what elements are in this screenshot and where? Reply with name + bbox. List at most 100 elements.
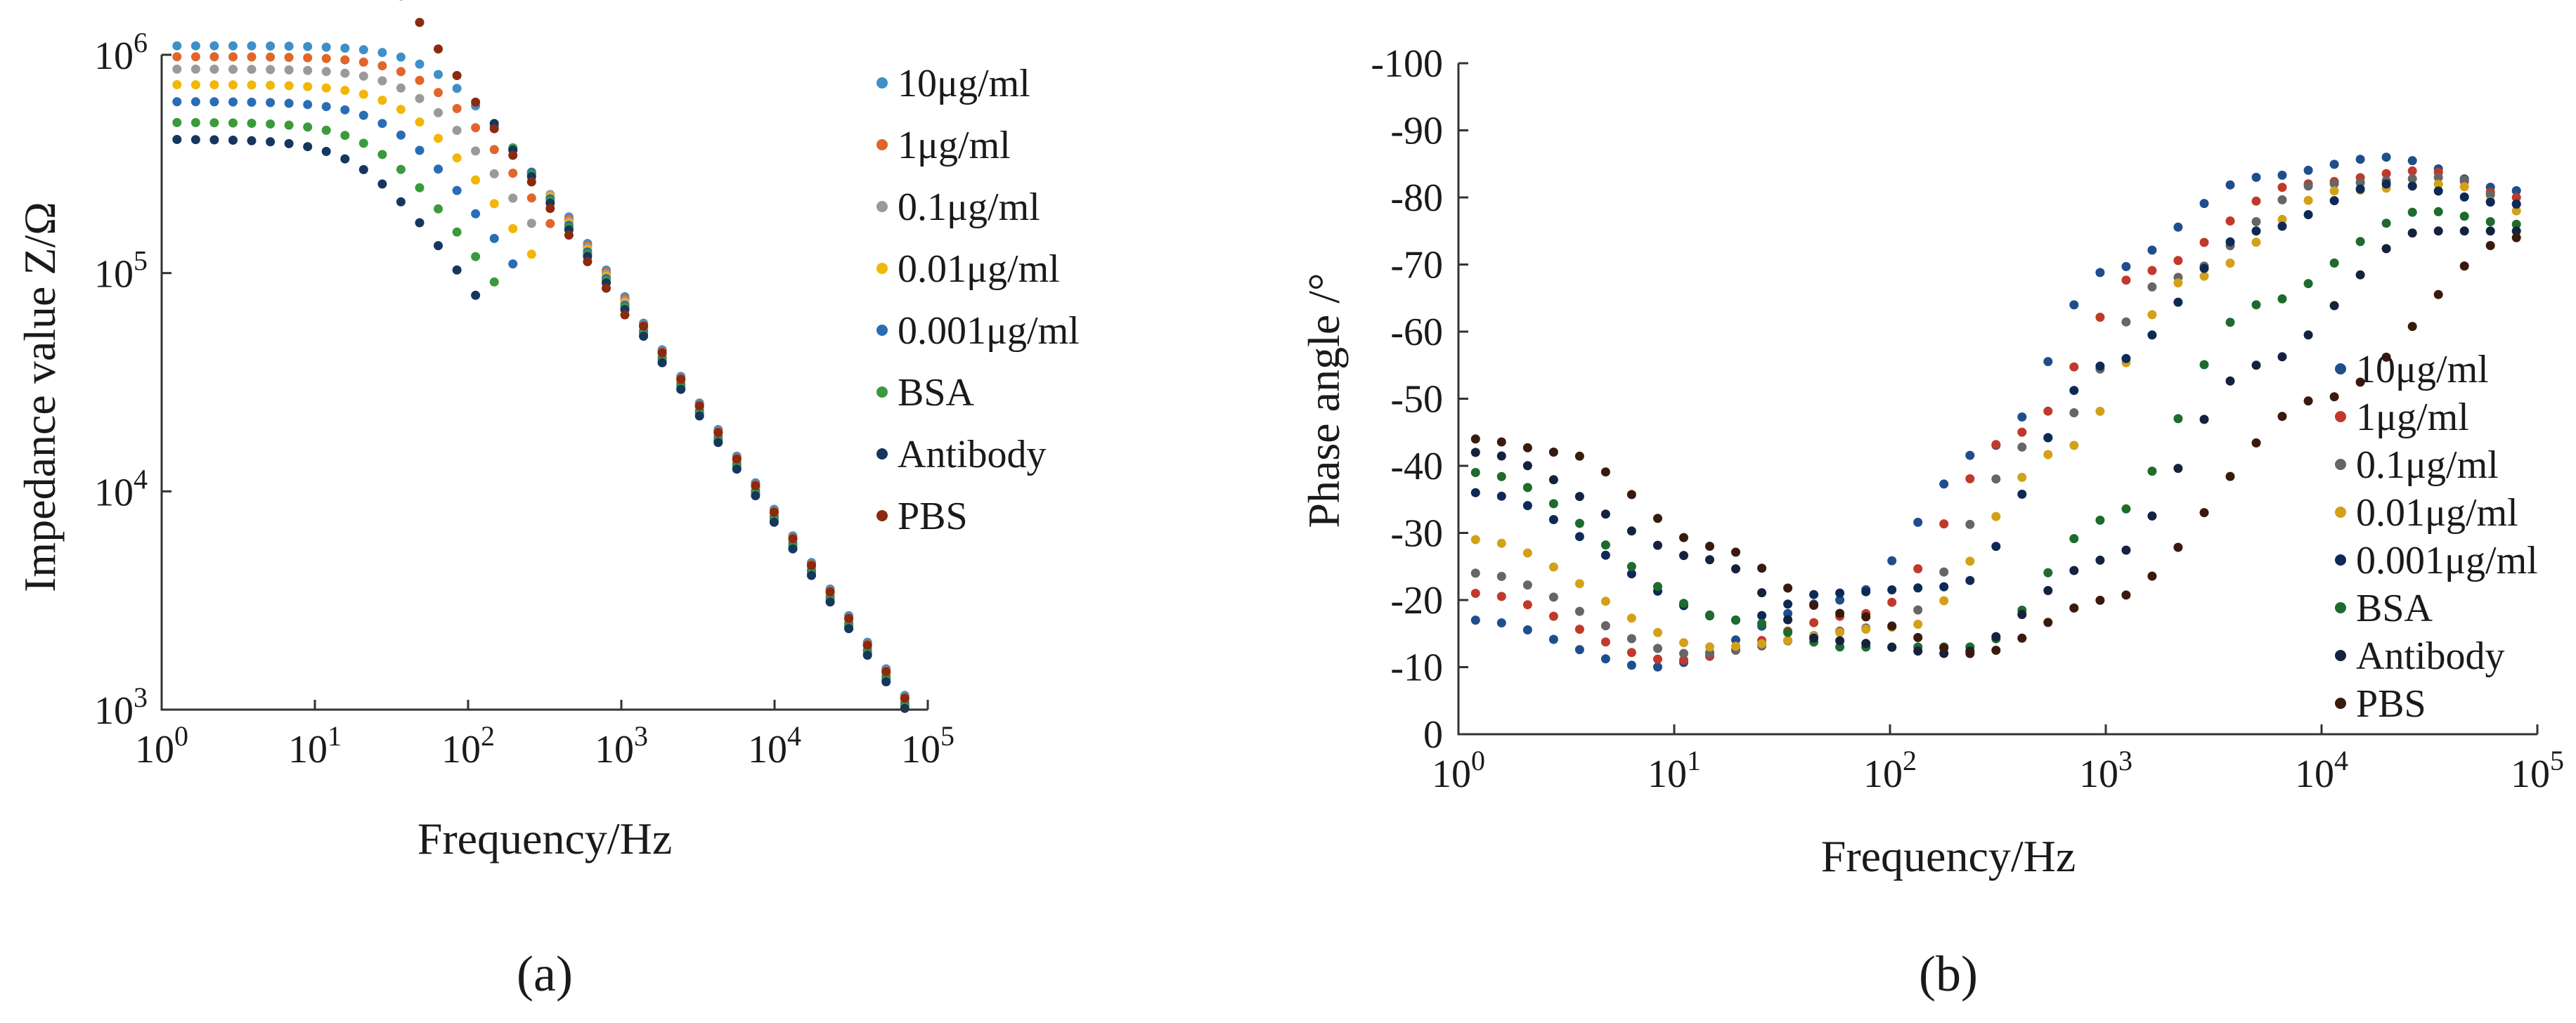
panel-b-point [1705, 542, 1714, 551]
panel-b-point [1600, 509, 1610, 519]
panel-a-point [209, 41, 219, 51]
panel-b-point [2199, 263, 2209, 273]
panel-b-ylabel: Phase angle /° [1299, 273, 1349, 528]
panel-b-point [2459, 261, 2469, 271]
panel-b-point [1653, 582, 1662, 592]
panel-a-point [399, 0, 403, 1]
panel-a-point [284, 138, 294, 148]
panel-b-point [1991, 542, 2001, 552]
panel-b-point [1965, 649, 1975, 658]
panel-b-point [1548, 611, 1558, 621]
panel-b-point [1705, 555, 1714, 565]
panel-a-point [377, 179, 387, 189]
panel-a-point [639, 332, 649, 341]
panel-b-point [2199, 360, 2209, 370]
panel-b-point [2173, 256, 2183, 266]
panel-b-point [2017, 442, 2027, 452]
panel-b-y-tick-label: -70 [1390, 244, 1443, 287]
panel-a-legend-label: 0.001μg/ml [898, 309, 1080, 353]
panel-b-point [1600, 654, 1610, 664]
panel-b-point [1496, 471, 1506, 481]
panel-a-point [452, 84, 462, 93]
panel-b-point [1496, 491, 1506, 501]
panel-b-point [2329, 186, 2339, 196]
panel-a-point [825, 597, 835, 607]
panel-b-point [2329, 179, 2339, 189]
panel-b-point [1626, 490, 1636, 500]
panel-b-point [2303, 279, 2313, 289]
panel-b-point [1991, 511, 2001, 521]
panel-a-legend-label: BSA [898, 371, 974, 415]
panel-b-point [2225, 180, 2235, 190]
panel-b-point [2277, 195, 2287, 204]
panel-b-point [1783, 635, 1793, 645]
panel-a-point [247, 119, 257, 128]
panel-a-point [284, 41, 294, 51]
panel-a-point [266, 80, 276, 90]
panel-b-point [2459, 175, 2469, 185]
panel-b-point [1835, 636, 1845, 646]
panel-a-point [844, 624, 854, 634]
panel-b-x-tick-label: 105 [2511, 745, 2564, 796]
panel-b-point [1757, 618, 1767, 628]
panel-a-x-tick-label: 104 [748, 720, 801, 771]
panel-a-point [321, 53, 331, 63]
panel-b-y-tick-label: -20 [1390, 579, 1443, 623]
panel-b-phase-chart: 100 101 102 103 104 105 0 -10 -20 -30 -40 -50 -60 -70… [1299, 42, 2564, 1002]
panel-b-point [1965, 556, 1975, 566]
panel-b-point [2225, 237, 2235, 247]
panel-b-point [1626, 660, 1636, 670]
panel-b-point [1470, 535, 1480, 545]
panel-a-x-tick-label: 101 [288, 720, 342, 771]
panel-a-point [881, 667, 891, 677]
panel-b-legend-label: 10μg/ml [2356, 348, 2489, 391]
panel-b-point [1548, 499, 1558, 509]
panel-b-point [2407, 207, 2417, 217]
panel-b-point [2511, 185, 2521, 195]
panel-a-point [209, 135, 219, 145]
panel-b-y-tick-label: -90 [1390, 110, 1443, 153]
panel-b-point [1653, 654, 1662, 664]
panel-b-point [2355, 237, 2365, 247]
panel-a-series-2 [172, 64, 910, 705]
panel-a-point [508, 223, 518, 233]
panel-a-point [228, 80, 238, 90]
panel-b-point [2251, 360, 2261, 370]
panel-a-point [190, 64, 200, 74]
panel-b-point [2225, 318, 2235, 327]
panel-b-point [2329, 159, 2339, 169]
panel-a-legend-marker [876, 263, 888, 274]
panel-a-point [377, 76, 387, 86]
panel-b-point [2433, 207, 2443, 216]
panel-a-y-tick-label: 103 [94, 682, 148, 733]
panel-a-point [807, 571, 816, 580]
panel-b-label: (b) [1919, 946, 1978, 1002]
panel-a-y-tick-label: 104 [94, 463, 148, 514]
panel-a-point [396, 105, 406, 115]
panel-b-legend-marker [2335, 602, 2346, 613]
panel-b-point [1574, 492, 1584, 502]
panel-b-point [2277, 221, 2287, 231]
panel-b-point [2251, 226, 2261, 236]
panel-b-legend-marker [2335, 698, 2346, 709]
panel-a-point [434, 70, 443, 79]
panel-a-point [415, 18, 425, 27]
panel-a-point [266, 98, 276, 107]
panel-b-point [2381, 352, 2391, 362]
panel-a-point [377, 48, 387, 58]
panel-a-point [396, 197, 406, 207]
panel-b-point [1731, 635, 1740, 645]
panel-b-point [1757, 563, 1767, 573]
panel-b-point [1783, 599, 1793, 609]
panel-b-point [2147, 330, 2157, 340]
panel-b-point [1470, 448, 1480, 457]
panel-a-point [434, 164, 443, 174]
panel-a-point [508, 193, 518, 203]
panel-b-point [2121, 545, 2131, 555]
panel-a-x-tick-label: 100 [135, 720, 188, 771]
panel-b-point [1679, 551, 1688, 561]
panel-b-point [2121, 261, 2131, 271]
panel-b-point [1887, 585, 1897, 594]
panel-b-x-tick-label: 104 [2295, 745, 2348, 796]
panel-b-point [1470, 615, 1480, 625]
